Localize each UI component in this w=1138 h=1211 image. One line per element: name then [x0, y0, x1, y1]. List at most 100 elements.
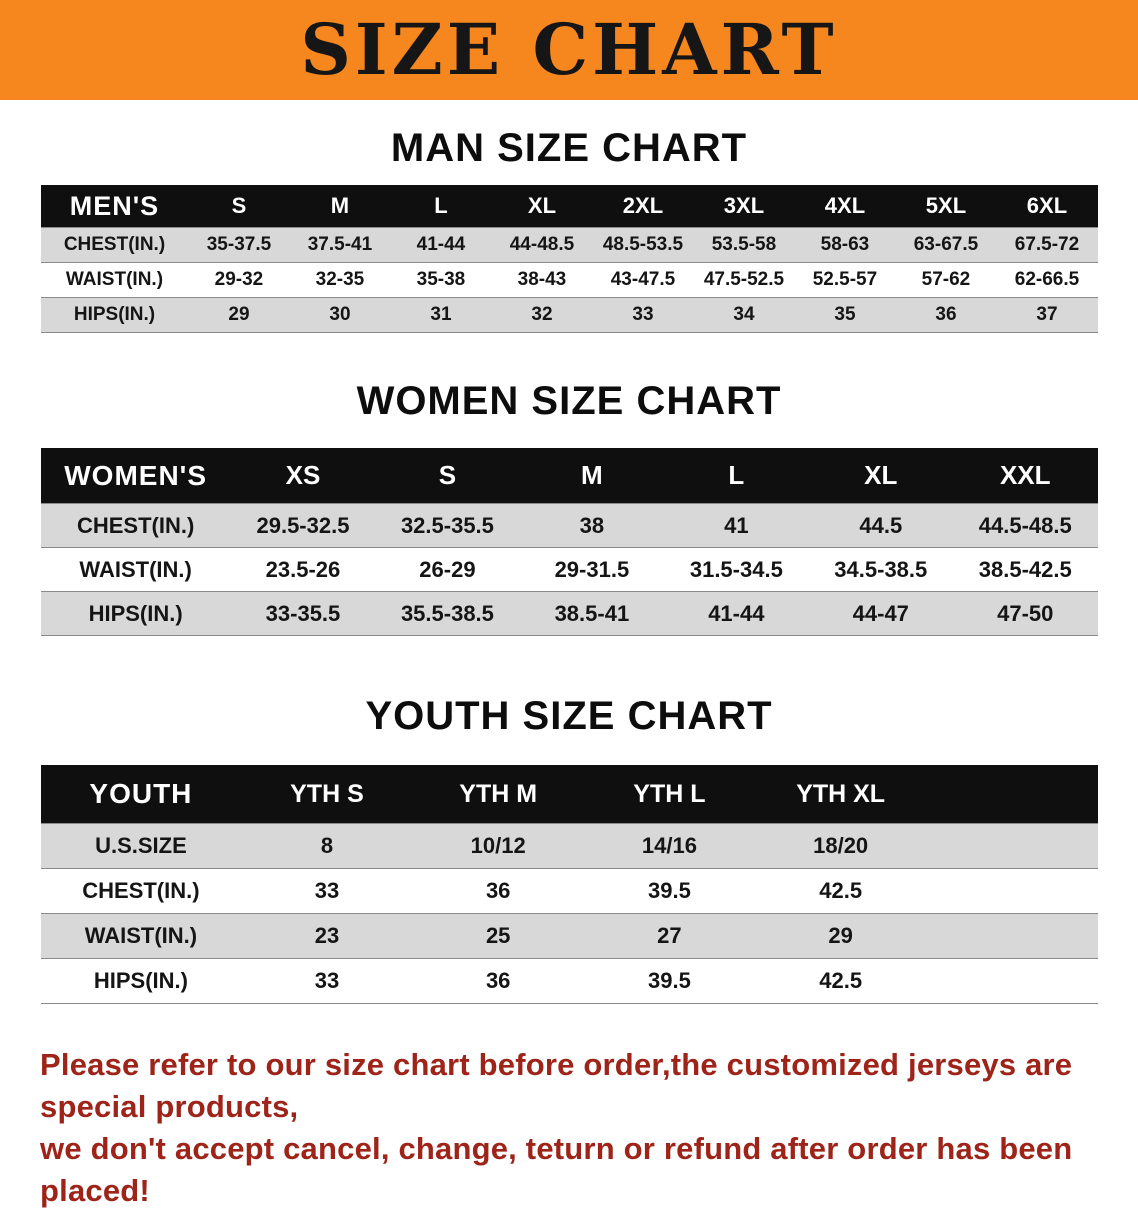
- table-row: U.S.SIZE 8 10/12 14/16 18/20: [40, 823, 1098, 869]
- table-cell: 8: [320, 833, 334, 858]
- section-youth: YOUTH SIZE CHART YOUTH YTH S YTH M YTH L YTH…: [0, 694, 1138, 1004]
- banner: SIZE CHART: [0, 0, 1138, 100]
- table-cell: 36: [935, 304, 957, 325]
- table-cell: 37: [1036, 304, 1058, 325]
- table-cell: 23.5-26: [265, 556, 341, 582]
- table-cell: 33: [314, 878, 340, 903]
- column-header: 3XL: [693, 185, 795, 228]
- table-cell: 38-43: [517, 269, 567, 290]
- table-row: WAIST(IN.) 23.5-26 26-29 29-31.5 31.5-34.5 34…: [40, 548, 1098, 592]
- header-row: MEN'S S M L XL 2XL 3XL 4XL 5XL 6XL: [40, 185, 1098, 228]
- table-cell: 58-63: [820, 234, 870, 255]
- table-cell: 35.5-38.5: [400, 600, 494, 626]
- column-header: S: [375, 448, 520, 504]
- row-label: HIPS(IN.): [93, 968, 188, 993]
- table-cell: 34.5-38.5: [834, 556, 928, 582]
- table-cell: 35-38: [416, 269, 466, 290]
- table-cell: 42.5: [819, 878, 863, 903]
- note-line-2: we don't accept cancel, change, teturn o…: [40, 1130, 1073, 1208]
- column-header: 5XL: [895, 185, 997, 228]
- column-header: XXL: [953, 448, 1098, 504]
- table-cell: 38: [579, 512, 605, 538]
- row-label: HIPS(IN.): [73, 304, 156, 325]
- header-row: WOMEN'S XS S M L XL XXL: [40, 448, 1098, 504]
- table-cell: 35: [834, 304, 856, 325]
- table-cell: 33-35.5: [265, 600, 341, 626]
- table-cell: 39.5: [648, 968, 691, 993]
- table-cell: 32: [531, 304, 553, 325]
- table-cell: 36: [485, 968, 511, 993]
- column-header: M: [519, 448, 665, 504]
- table-cell: 37.5-41: [307, 234, 373, 255]
- table-cell: 14/16: [641, 833, 697, 858]
- column-header: [926, 765, 1098, 824]
- table-cell: 34: [733, 304, 755, 325]
- table-row: WAIST(IN.) 29-32 32-35 35-38 38-43 43-47.5 47.…: [40, 263, 1098, 298]
- column-header: YTH L: [583, 765, 756, 824]
- table-cell: 33: [314, 968, 340, 993]
- youth-size-table: YOUTH YTH S YTH M YTH L YTH XL U.S.SIZE 8 10/12…: [40, 765, 1098, 1004]
- table-cell: 47.5-52.5: [703, 269, 785, 290]
- table-row: CHEST(IN.) 33 36 39.5 42.5: [40, 869, 1098, 914]
- row-label: CHEST(IN.): [63, 234, 166, 255]
- column-header: YTH XL: [755, 765, 927, 824]
- table-cell: 41-44: [416, 234, 466, 255]
- table-cell: 10/12: [470, 833, 526, 858]
- table-cell: 63-67.5: [913, 234, 979, 255]
- table-cell: 53.5-58: [711, 234, 777, 255]
- disclaimer-note: Please refer to our size chart before or…: [40, 1044, 1098, 1211]
- column-header: XL: [491, 185, 593, 228]
- row-label: CHEST(IN.): [82, 878, 200, 903]
- column-header: XL: [808, 448, 954, 504]
- women-table-wrap: WOMEN'S XS S M L XL XXL CHEST(IN.) 29.5-32.5 32.5…: [40, 448, 1098, 636]
- table-cell: [926, 914, 1097, 959]
- section-title-youth: YOUTH SIZE CHART: [365, 694, 773, 738]
- table-cell: [926, 869, 1097, 914]
- table-cell: 29: [828, 923, 853, 948]
- row-label: CHEST(IN.): [76, 512, 195, 538]
- column-header: 6XL: [996, 185, 1098, 228]
- table-cell: 32-35: [315, 269, 365, 290]
- table-cell: 44-48.5: [509, 234, 575, 255]
- table-cell: 36: [485, 878, 511, 903]
- section-men: MAN SIZE CHART MEN'S S M L XL 2XL 3XL 4XL 5XL 6XL…: [0, 126, 1138, 333]
- table-cell: 33: [632, 304, 654, 325]
- column-header: L: [664, 448, 809, 504]
- table-row: WAIST(IN.) 23 25 27 29: [40, 913, 1098, 959]
- section-women: WOMEN SIZE CHART WOMEN'S XS S M L XL XXL CHEST(…: [0, 379, 1138, 636]
- table-row: HIPS(IN.) 33 36 39.5 42.5: [40, 959, 1098, 1004]
- table-cell: 48.5-53.5: [602, 234, 684, 255]
- column-header: 4XL: [794, 185, 896, 228]
- table-row: HIPS(IN.) 33-35.5 35.5-38.5 38.5-41 41-44 44-…: [40, 591, 1098, 636]
- row-label: HIPS(IN.): [88, 600, 183, 626]
- table-cell: 27: [657, 923, 682, 948]
- table-row: CHEST(IN.) 35-37.5 37.5-41 41-44 44-48.5 48.5…: [40, 227, 1098, 263]
- table-cell: 29-32: [214, 269, 264, 290]
- table-cell: 30: [329, 304, 351, 325]
- row-label: WAIST(IN.): [65, 269, 164, 290]
- table-cell: 38.5-42.5: [978, 556, 1072, 582]
- table-row: CHEST(IN.) 29.5-32.5 32.5-35.5 38 41 44.5 44.5…: [40, 503, 1098, 548]
- table-cell: 44.5: [859, 512, 903, 538]
- row-label: WAIST(IN.): [84, 923, 198, 948]
- women-size-table: WOMEN'S XS S M L XL XXL CHEST(IN.) 29.5-32.5 32.5…: [40, 448, 1098, 636]
- table-cell: 43-47.5: [610, 269, 676, 290]
- men-size-table: MEN'S S M L XL 2XL 3XL 4XL 5XL 6XL CHEST(IN.) 35-37…: [40, 185, 1098, 333]
- table-cell: 29-31.5: [554, 556, 630, 582]
- table-cell: 67.5-72: [1014, 234, 1080, 255]
- table-cell: [926, 824, 1097, 869]
- table-cell: 32.5-35.5: [400, 512, 494, 538]
- table-cell: 52.5-57: [812, 269, 878, 290]
- column-header: S: [188, 185, 290, 228]
- table-cell: 44-47: [852, 600, 909, 626]
- table-cell: 47-50: [997, 600, 1054, 626]
- column-header: YTH M: [412, 765, 584, 824]
- youth-table-wrap: YOUTH YTH S YTH M YTH L YTH XL U.S.SIZE 8 10/12…: [40, 765, 1098, 1004]
- page-title: SIZE CHART: [300, 8, 838, 91]
- table-cell: 44.5-48.5: [978, 512, 1072, 538]
- table-cell: 39.5: [648, 878, 691, 903]
- table-corner-header: MEN'S: [40, 185, 189, 228]
- column-header: L: [390, 185, 492, 228]
- table-cell: [926, 959, 1097, 1004]
- table-corner-header: YOUTH: [40, 765, 242, 824]
